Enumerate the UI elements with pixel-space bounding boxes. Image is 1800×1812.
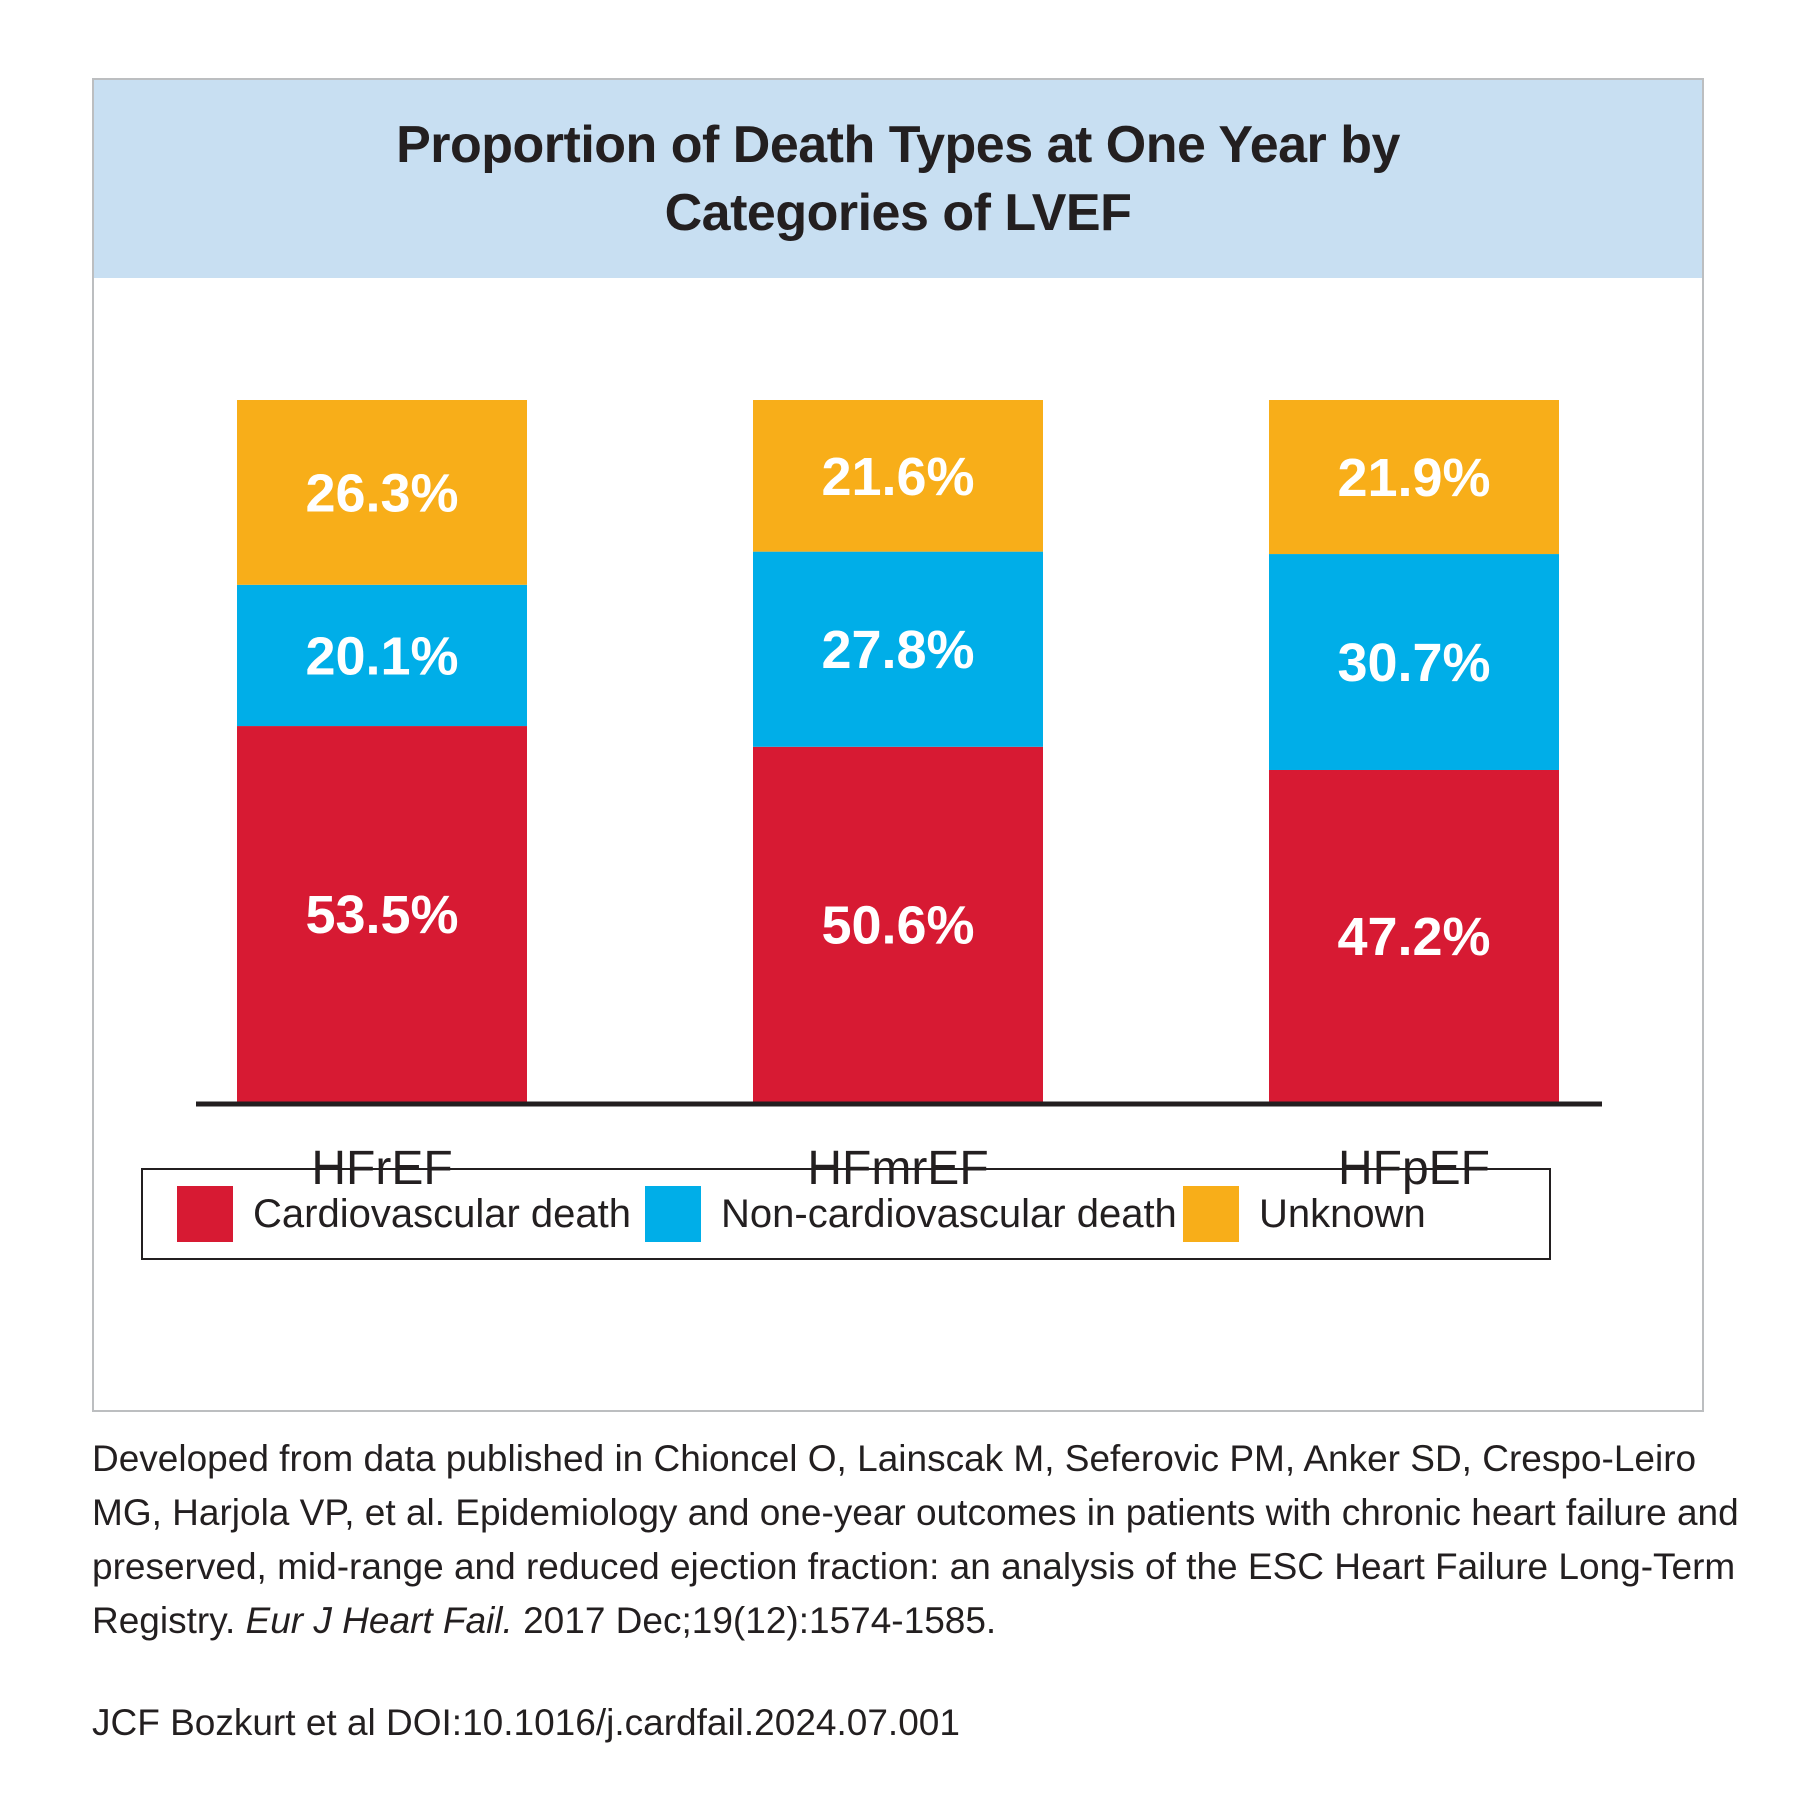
legend-label-non-cardiovascular: Non-cardiovascular death: [721, 1191, 1177, 1236]
legend-item-unknown: Unknown: [1183, 1170, 1426, 1258]
data-label-hfref-2: 26.3%: [305, 463, 458, 523]
data-label-hfpef-2: 21.9%: [1337, 448, 1490, 508]
legend-swatch-cardiovascular: [177, 1186, 233, 1242]
data-label-hfref-0: 53.5%: [305, 885, 458, 945]
bar-hfref-unknown: [237, 400, 527, 585]
legend-swatch-unknown: [1183, 1186, 1239, 1242]
data-label-hfpef-0: 47.2%: [1337, 907, 1490, 967]
legend-label-cardiovascular: Cardiovascular death: [253, 1191, 631, 1236]
data-label-hfpef-1: 30.7%: [1337, 633, 1490, 693]
citation-details: 2017 Dec;19(12):1574-1585.: [512, 1600, 997, 1641]
chart-title: Proportion of Death Types at One Year by…: [396, 116, 1400, 242]
bar-hfmref-unknown: [753, 400, 1043, 552]
legend-swatch-non-cardiovascular: [645, 1186, 701, 1242]
bar-hfpef-unknown: [1269, 400, 1559, 555]
doi-line: JCF Bozkurt et al DOI:10.1016/j.cardfail…: [92, 1702, 960, 1743]
data-label-hfmref-1: 27.8%: [821, 620, 974, 680]
data-label-hfmref-0: 50.6%: [821, 895, 974, 955]
bar-hfref-non-cardiovascular-death: [237, 584, 527, 727]
citation-journal: Eur J Heart Fail.: [245, 1600, 513, 1641]
data-label-hfref-1: 20.1%: [305, 626, 458, 686]
bar-hfref-cardiovascular-death: [237, 726, 527, 1102]
bar-hfpef-non-cardiovascular-death: [1269, 554, 1559, 770]
citation-text: Developed from data published in Chionce…: [92, 1438, 1739, 1641]
legend: Cardiovascular death Non-cardiovascular …: [141, 1168, 1551, 1260]
bar-hfmref-non-cardiovascular-death: [753, 551, 1043, 747]
legend-item-cardiovascular: Cardiovascular death: [177, 1170, 631, 1258]
citation: Developed from data published in Chionce…: [92, 1432, 1742, 1648]
title-band: Proportion of Death Types at One Year by…: [94, 80, 1702, 278]
legend-item-non-cardiovascular: Non-cardiovascular death: [645, 1170, 1177, 1258]
legend-label-unknown: Unknown: [1259, 1191, 1426, 1236]
data-label-hfmref-2: 21.6%: [821, 447, 974, 507]
bar-hfmref-cardiovascular-death: [753, 746, 1043, 1102]
bar-hfpef-cardiovascular-death: [1269, 769, 1559, 1102]
